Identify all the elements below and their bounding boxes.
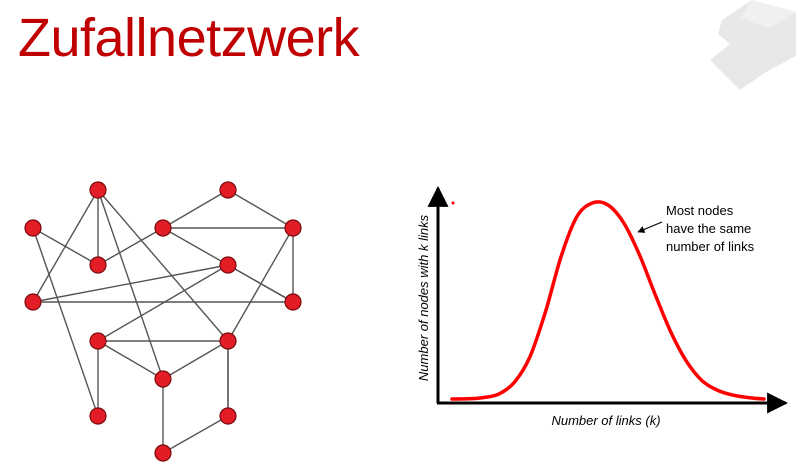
distribution-curve (450, 200, 766, 401)
network-edge (162, 189, 229, 229)
network-node (24, 219, 42, 237)
network-nodes (24, 181, 302, 462)
network-edge (227, 227, 294, 342)
network-edge (97, 189, 164, 380)
network-edges (32, 189, 294, 454)
annotation-line-2: have the same (666, 221, 751, 236)
random-network-diagram (24, 181, 302, 462)
network-node (154, 444, 172, 462)
x-axis-label: Number of links (k) (551, 413, 660, 428)
network-node (219, 332, 237, 350)
network-edge (32, 264, 229, 303)
network-edge (32, 227, 99, 417)
network-edge (227, 264, 294, 303)
logo-watermark-icon (710, 0, 796, 90)
stray-dot (451, 201, 455, 205)
network-node (154, 370, 172, 388)
network-node (219, 407, 237, 425)
network-edge (97, 227, 164, 266)
y-axis-label: Number of nodes with k links (416, 214, 431, 381)
network-node (284, 219, 302, 237)
network-node (219, 256, 237, 274)
network-node (89, 256, 107, 274)
network-edge (32, 227, 99, 266)
network-node (89, 332, 107, 350)
network-node (219, 181, 237, 199)
network-node (24, 293, 42, 311)
network-edge (227, 189, 294, 229)
watermark-shape-light (740, 0, 796, 28)
network-node (284, 293, 302, 311)
slide-title: Zufallnetzwerk (18, 8, 360, 68)
network-node (154, 219, 172, 237)
network-edge (97, 340, 164, 380)
annotation-arrow (637, 221, 663, 233)
annotation-line-3: number of links (666, 239, 755, 254)
annotation-line-1: Most nodes (666, 203, 734, 218)
network-node (89, 181, 107, 199)
network-edge (97, 264, 229, 342)
network-node (89, 407, 107, 425)
network-edge (162, 415, 229, 454)
network-edge (97, 189, 229, 342)
network-edge (162, 340, 229, 380)
